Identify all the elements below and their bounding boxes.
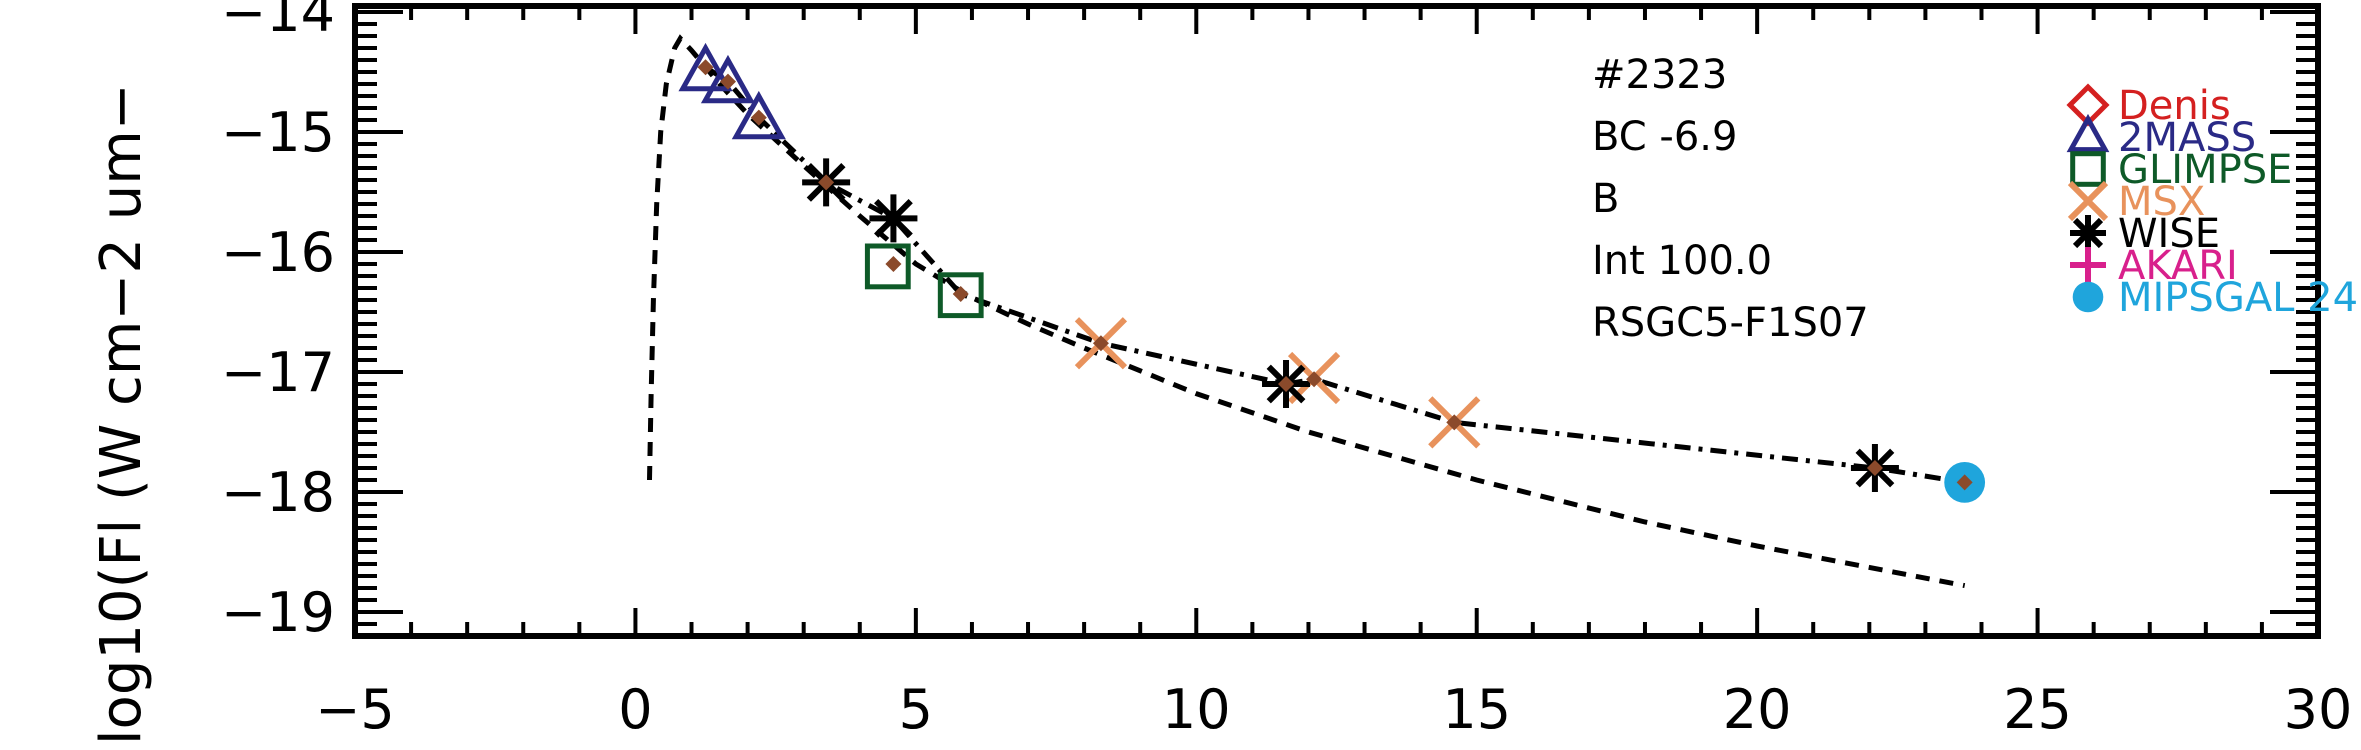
legend-label: MIPSGAL 24 — [2118, 275, 2358, 321]
data-point-glimpse — [937, 272, 984, 319]
legend-symbol-msx — [2067, 180, 2109, 222]
blackbody-dashed-curve — [647, 34, 1966, 589]
y-tick-label: −17 — [221, 341, 335, 404]
legend-symbol-glimpse — [2070, 151, 2106, 187]
model-point — [818, 174, 835, 191]
tick-labels: −5 0 5 10 15 20 25 30 −14 −15 −16 −17 −18 −19 — [221, 0, 2352, 741]
model-point — [1092, 335, 1109, 352]
annotation-line: Int 100.0 — [1592, 238, 1772, 284]
legend-symbol-mipsgal-24 — [2072, 281, 2104, 313]
x-tick-label: 30 — [2284, 678, 2353, 741]
model-point — [1446, 414, 1463, 431]
y-tick-label: −19 — [221, 581, 335, 644]
legend-label: GLIMPSE — [2118, 147, 2292, 193]
legend-label: 2MASS — [2118, 115, 2256, 161]
plot-border — [352, 3, 2321, 639]
model-point — [1278, 376, 1295, 392]
legend-label: MSX — [2118, 179, 2205, 225]
annotation-block: #2323 BC -6.9 B Int 100.0 RSGC5-F1S07 — [1592, 52, 1869, 346]
legend-symbol-wise — [2070, 215, 2106, 251]
model-curves — [647, 34, 1966, 589]
annotation-line: #2323 — [1592, 52, 1727, 98]
y-tick-label: −14 — [221, 0, 335, 44]
model-point — [697, 59, 714, 76]
annotation-line: BC -6.9 — [1592, 114, 1737, 160]
x-tick-label: −5 — [315, 678, 395, 741]
fit-dashdot-curve — [704, 65, 1966, 485]
x-tick-label: 5 — [899, 678, 933, 741]
model-point — [1956, 474, 1973, 491]
y-tick-label: −18 — [221, 461, 335, 524]
x-tick-label: 10 — [1162, 678, 1231, 741]
legend-label: Denis — [2118, 83, 2231, 129]
y-tick-label: −15 — [221, 101, 335, 164]
x-tick-label: 25 — [2003, 678, 2072, 741]
legend-symbol-2mass — [2066, 113, 2110, 153]
model-point — [1306, 371, 1323, 388]
model-point — [719, 73, 736, 90]
y-axis-label: log10(Fl (W cm−2 um− — [89, 83, 154, 745]
plot-frame — [352, 3, 2321, 639]
data-point-2mass — [700, 54, 756, 104]
y-tick-label: −16 — [221, 221, 335, 284]
legend-label: AKARI — [2118, 243, 2238, 289]
data-points — [678, 42, 1986, 503]
x-tick-label: 20 — [1723, 678, 1792, 741]
x-tick-label: 15 — [1442, 678, 1511, 741]
data-point-2mass — [678, 42, 733, 92]
model-point — [750, 109, 767, 126]
legend-symbol-akari — [2070, 247, 2106, 283]
model-point — [952, 286, 969, 302]
axis-ticks — [353, 6, 2320, 638]
annotation-line: B — [1592, 176, 1619, 222]
data-point-wise — [869, 194, 918, 243]
legend-label: WISE — [2118, 211, 2220, 257]
x-tick-label: 0 — [618, 678, 652, 741]
model-point — [885, 256, 902, 272]
model-point — [1866, 460, 1883, 476]
data-point-2mass — [731, 90, 786, 140]
data-point-glimpse — [864, 243, 911, 290]
annotation-line: RSGC5-F1S07 — [1592, 300, 1869, 346]
